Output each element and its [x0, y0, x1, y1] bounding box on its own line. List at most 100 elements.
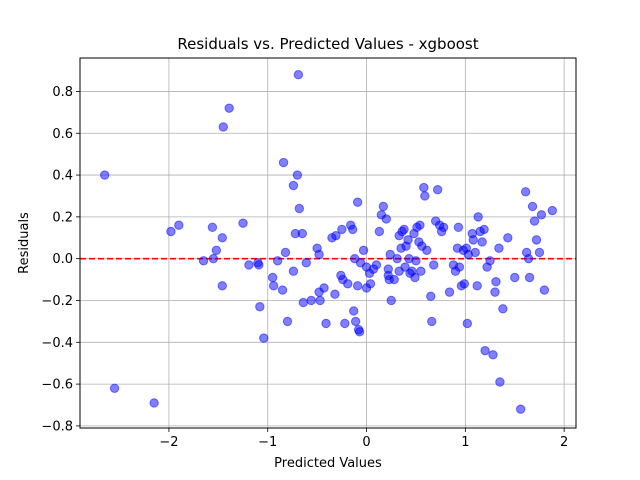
scatter-point [218, 122, 228, 132]
scatter-point [531, 235, 542, 245]
chart-title: Residuals vs. Predicted Values - xgboost [177, 35, 478, 53]
scatter-point [438, 222, 449, 233]
scatter-point [459, 279, 470, 289]
scatter-point [488, 350, 498, 360]
scatter-point [321, 318, 331, 329]
scatter-point [468, 235, 478, 245]
scatter-point [378, 201, 389, 212]
scatter-point [399, 224, 409, 235]
scatter-point [211, 245, 222, 256]
y-tick-label: −0.2 [41, 294, 73, 309]
scatter-point [354, 327, 365, 337]
x-axis-label: Predicted Values [274, 456, 382, 471]
scatter-point [314, 249, 324, 260]
scatter-point [174, 220, 184, 230]
scatter-point [389, 274, 399, 285]
scatter-point [527, 201, 538, 212]
scatter-point [510, 272, 520, 283]
scatter-point [348, 306, 359, 316]
scatter-point [415, 220, 425, 230]
scatter-point [420, 191, 430, 201]
scatter-point [503, 233, 513, 243]
scatter-point [301, 258, 311, 268]
scatter-point [298, 297, 308, 308]
x-tick-label: 2 [560, 435, 568, 450]
scatter-point [381, 214, 391, 224]
scatter-point [337, 224, 347, 235]
scatter-point [494, 243, 504, 253]
scatter-point [547, 205, 557, 216]
y-tick-label: −0.4 [41, 336, 73, 351]
scatter-point [330, 289, 340, 299]
x-tick-label: −1 [258, 435, 277, 450]
scatter-point [523, 253, 534, 264]
scatter-point [495, 377, 505, 387]
scatter-point [515, 404, 526, 414]
data-points [100, 70, 557, 414]
y-tick-label: 0.6 [52, 127, 73, 142]
scatter-point [294, 203, 305, 214]
scatter-point [268, 281, 279, 291]
scatter-point [453, 222, 464, 233]
scatter-point [280, 247, 291, 258]
scatter-point [454, 262, 465, 272]
scatter-point [244, 260, 254, 270]
scatter-point [498, 304, 508, 314]
scatter-point [267, 272, 278, 283]
scatter-point [432, 184, 443, 195]
scatter-point [416, 266, 426, 276]
scatter-point [444, 287, 455, 297]
scatter-point [149, 398, 159, 408]
scatter-point [392, 253, 402, 264]
scatter-point [462, 318, 473, 329]
y-axis-label: Residuals [17, 212, 32, 274]
scatter-point [255, 302, 265, 312]
scatter-point [520, 187, 531, 197]
scatter-point [480, 345, 490, 356]
scatter-point [419, 182, 429, 193]
scatter-point [259, 333, 269, 343]
scatter-point [472, 281, 482, 291]
scatter-point [272, 256, 283, 266]
scatter-point [470, 247, 480, 258]
y-tick-label: 0.2 [52, 210, 73, 225]
y-tick-label: −0.6 [41, 378, 73, 393]
scatter-point [426, 291, 436, 302]
x-tick-label: 1 [461, 435, 469, 450]
scatter-point [278, 157, 289, 168]
y-tick-label: 0.0 [52, 252, 73, 267]
scatter-point [315, 295, 325, 306]
scatter-point [529, 216, 540, 226]
scatter-point [490, 287, 500, 297]
scatter-point [410, 272, 420, 283]
scatter-point [166, 226, 176, 237]
scatter-point [427, 316, 437, 327]
scatter-point [352, 281, 363, 291]
scatter-point [400, 262, 410, 272]
scatter-point [254, 260, 264, 270]
scatter-point [288, 180, 299, 191]
scatter-point [306, 295, 316, 306]
scatter-point [485, 256, 495, 266]
scatter-point [358, 245, 369, 256]
scatter-point [403, 235, 413, 245]
axis-ticks: −2 −1 0 1 2 −0.8 −0.6 −0.4 −0.2 0.0 0.2 0.4 0.6 0.8 [41, 85, 568, 450]
scatter-point [477, 237, 487, 247]
scatter-point [293, 70, 304, 80]
y-tick-label: 0.4 [52, 169, 73, 184]
scatter-point [411, 256, 421, 266]
scatter-point [473, 212, 483, 222]
scatter-point [536, 210, 547, 220]
scatter-point [386, 295, 396, 306]
scatter-point [374, 226, 385, 237]
scatter-point [365, 279, 376, 289]
scatter-point [207, 222, 218, 233]
scatter-point [238, 218, 248, 228]
scatter-point [217, 233, 227, 243]
scatter-point [539, 285, 550, 295]
scatter-point [297, 228, 308, 239]
scatter-point [224, 103, 234, 113]
scatter-point [371, 260, 382, 270]
scatter-point [331, 230, 341, 241]
